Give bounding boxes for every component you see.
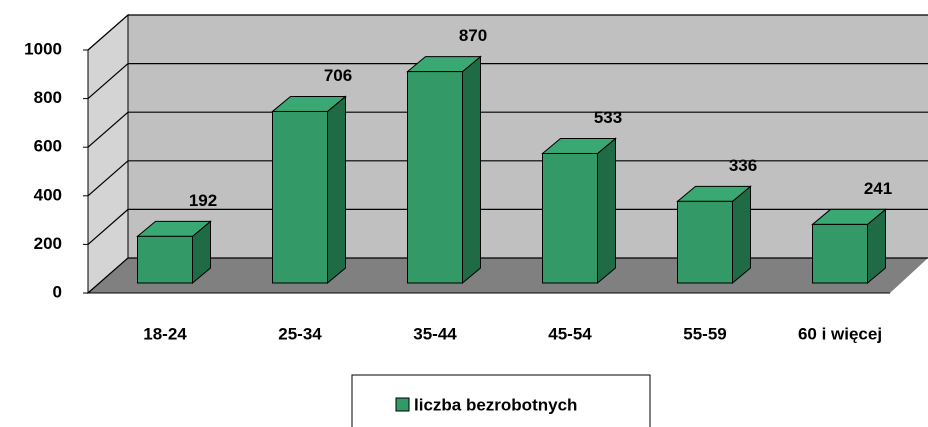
grid-line — [87, 111, 928, 148]
value-label: 870 — [459, 26, 487, 45]
bar — [406, 55, 482, 285]
bar-front — [542, 152, 598, 284]
value-label: 336 — [729, 156, 757, 175]
x-tick-label: 35-44 — [413, 324, 457, 343]
value-label: 706 — [324, 66, 352, 85]
x-tick-label: 18-24 — [143, 324, 187, 343]
bar — [676, 185, 752, 285]
y-tick-label: 400 — [34, 185, 62, 204]
legend-box — [351, 374, 651, 427]
bar-front — [272, 110, 328, 284]
bar-side — [327, 95, 346, 285]
y-tick-label: 200 — [34, 234, 62, 253]
x-tick-label: 60 i więcej — [798, 324, 882, 343]
side-wall — [87, 13, 129, 295]
bar-side — [597, 137, 616, 285]
y-tick-label: 1000 — [24, 39, 62, 58]
bar — [136, 220, 212, 285]
grid-line — [87, 257, 928, 294]
grid-line — [87, 208, 928, 245]
bar — [541, 137, 617, 285]
bar-side — [732, 185, 751, 285]
grid-line — [87, 62, 928, 100]
legend-label: liczba bezrobotnych — [414, 395, 577, 414]
bar-side — [462, 55, 481, 285]
bar-front — [677, 200, 733, 284]
bar — [811, 208, 887, 285]
bar — [271, 95, 347, 285]
y-tick-label: 0 — [53, 282, 62, 301]
floor — [88, 258, 928, 293]
x-tick-label: 45-54 — [548, 324, 592, 343]
legend-marker — [395, 397, 410, 412]
value-label: 241 — [864, 179, 892, 198]
bar-front — [137, 235, 193, 284]
x-tick-label: 25-34 — [278, 324, 322, 343]
grid-line — [87, 14, 928, 51]
y-tick-label: 800 — [34, 88, 62, 107]
y-tick-label: 600 — [34, 137, 62, 156]
value-label: 533 — [594, 108, 622, 127]
grid-line — [87, 160, 928, 197]
value-label: 192 — [189, 191, 217, 210]
bar-front — [812, 223, 868, 284]
bar-front — [407, 71, 463, 284]
back-wall — [128, 15, 928, 258]
x-tick-label: 55-59 — [683, 324, 726, 343]
